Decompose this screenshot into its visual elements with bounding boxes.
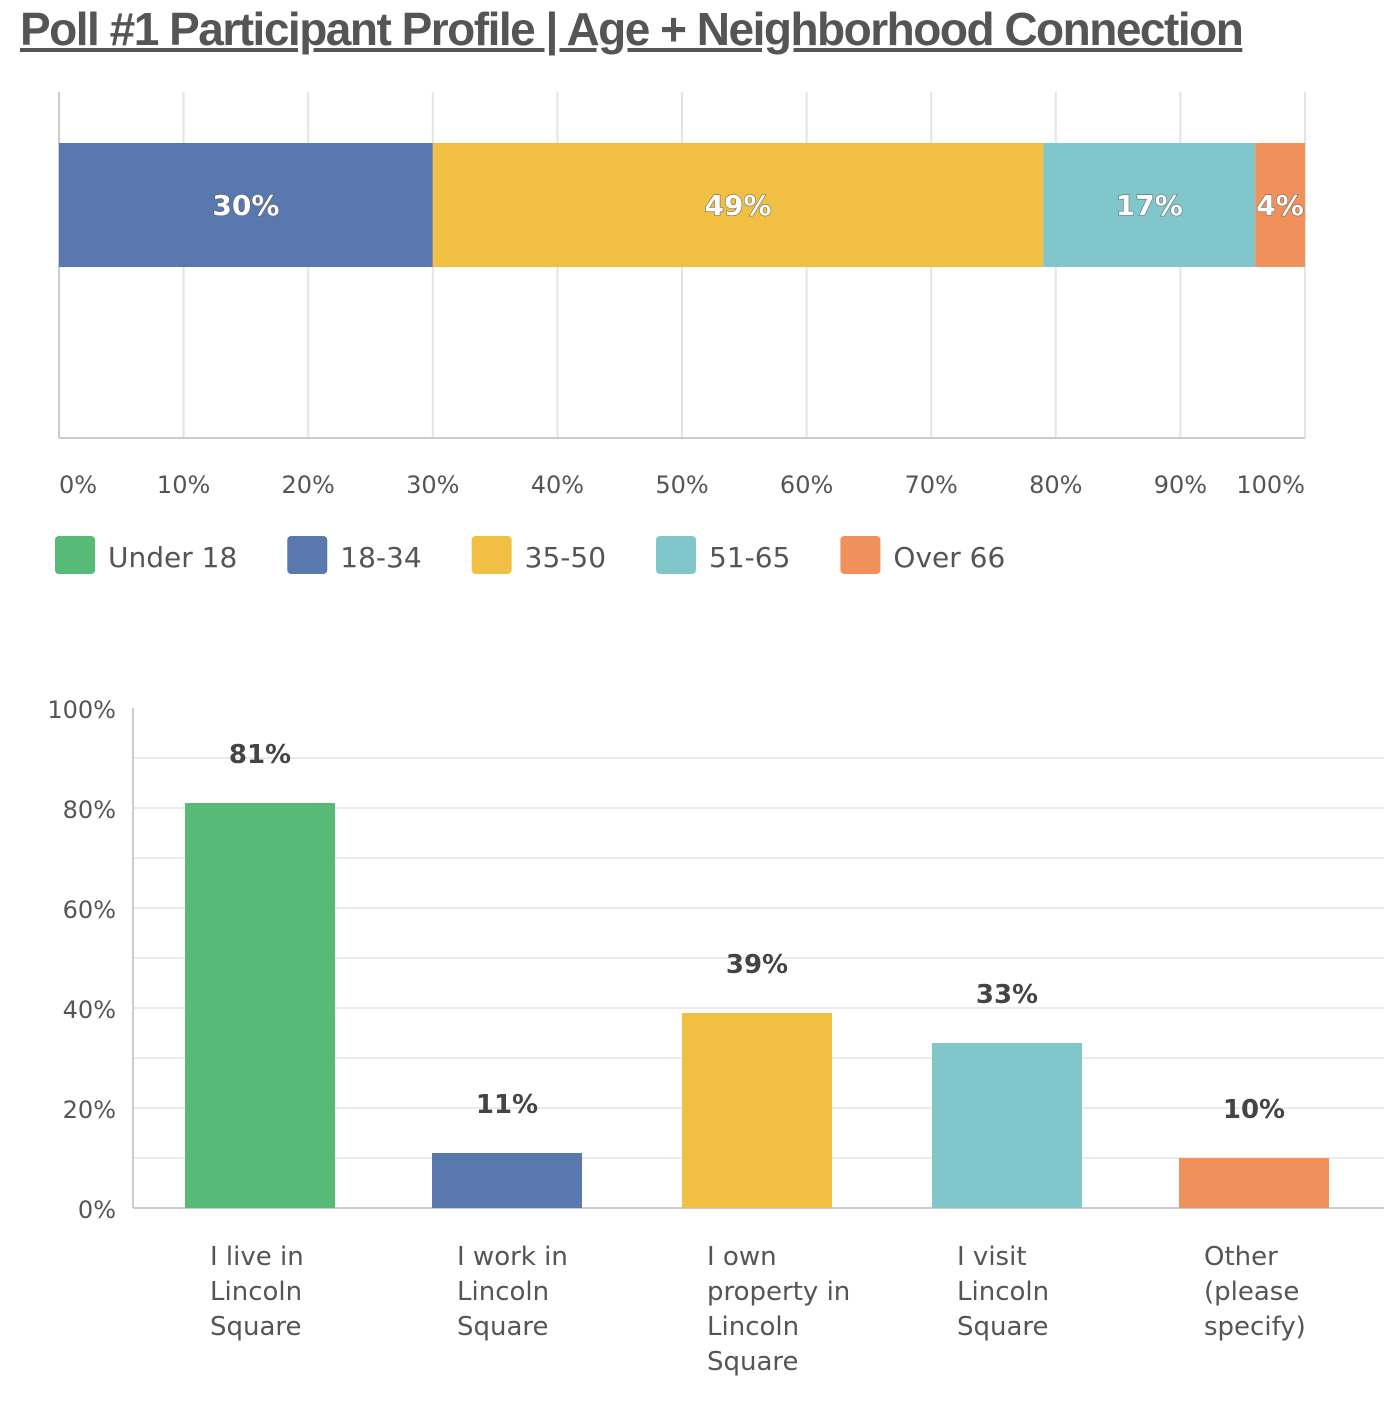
bar-value-label: 33%	[976, 980, 1038, 1010]
bar-segment	[1043, 143, 1256, 267]
category-label: property in	[707, 1277, 850, 1307]
legend-swatch	[287, 536, 328, 574]
x-tick-label: 70%	[905, 471, 958, 499]
age-stacked-bar-chart: 0% 10% 20% 30% 40% 50% 60% 70% 80% 90% 100% 30% 49% 1…	[55, 92, 1306, 574]
y-tick-label: 20%	[63, 1096, 116, 1124]
y-tick-label: 60%	[63, 896, 116, 924]
legend-swatch	[656, 536, 697, 574]
x-tick-label: 10%	[157, 471, 210, 499]
page-title: Poll #1 Participant Profile | Age + Neig…	[20, 3, 1244, 55]
legend-label: Under 18	[108, 541, 237, 574]
bar-value-label: 81%	[229, 740, 291, 770]
legend-label: 35-50	[525, 541, 606, 574]
bar	[682, 1013, 832, 1208]
y-tick-label: 0%	[78, 1196, 116, 1224]
category-label: (please	[1204, 1277, 1299, 1307]
x-tick-label: 0%	[59, 471, 97, 499]
bar	[432, 1153, 582, 1208]
category-label: I live in	[210, 1242, 304, 1272]
x-tick-label: 90%	[1154, 471, 1207, 499]
category-label: Square	[457, 1312, 549, 1342]
x-tick-label: 50%	[655, 471, 708, 499]
segment-label: 4%	[1256, 189, 1304, 222]
y-tick-label: 80%	[63, 796, 116, 824]
bar-segment	[1255, 143, 1305, 267]
bar-value-label: 11%	[476, 1090, 538, 1120]
category-label: Square	[707, 1347, 799, 1377]
bar-segment	[59, 143, 433, 267]
category-label: Square	[210, 1312, 302, 1342]
category-label: Lincoln	[457, 1277, 549, 1307]
bar-value-label: 39%	[726, 950, 788, 980]
x-tick-label: 20%	[282, 471, 335, 499]
bar	[185, 803, 335, 1208]
bar-value-label: 10%	[1223, 1095, 1285, 1125]
category-label: Lincoln	[707, 1312, 799, 1342]
category-label: specify)	[1204, 1312, 1306, 1342]
category-label: Lincoln	[210, 1277, 302, 1307]
bar	[1179, 1158, 1329, 1208]
legend-swatch	[55, 536, 95, 574]
bar-segment	[432, 143, 1044, 267]
legend-label: 51-65	[709, 541, 790, 574]
legend-label: Over 66	[893, 541, 1005, 574]
y-tick-label: 100%	[47, 696, 116, 724]
y-tick-label: 40%	[63, 996, 116, 1024]
x-tick-label: 60%	[780, 471, 833, 499]
x-tick-label: 80%	[1029, 471, 1082, 499]
x-tick-label: 30%	[406, 471, 459, 499]
legend-label: 18-34	[340, 541, 421, 574]
category-label: Lincoln	[957, 1277, 1049, 1307]
x-tick-label: 40%	[531, 471, 584, 499]
segment-label: 49%	[705, 189, 772, 222]
bar	[932, 1043, 1082, 1208]
legend-swatch	[840, 536, 881, 574]
category-label: Other	[1204, 1242, 1278, 1272]
category-label: I visit	[957, 1242, 1027, 1272]
category-label: I own	[707, 1242, 777, 1272]
legend-swatch	[471, 536, 512, 574]
category-label: I work in	[457, 1242, 568, 1272]
segment-label: 17%	[1116, 189, 1183, 222]
x-tick-label: 100%	[1236, 471, 1305, 499]
segment-label: 30%	[212, 189, 279, 222]
category-label: Square	[957, 1312, 1049, 1342]
